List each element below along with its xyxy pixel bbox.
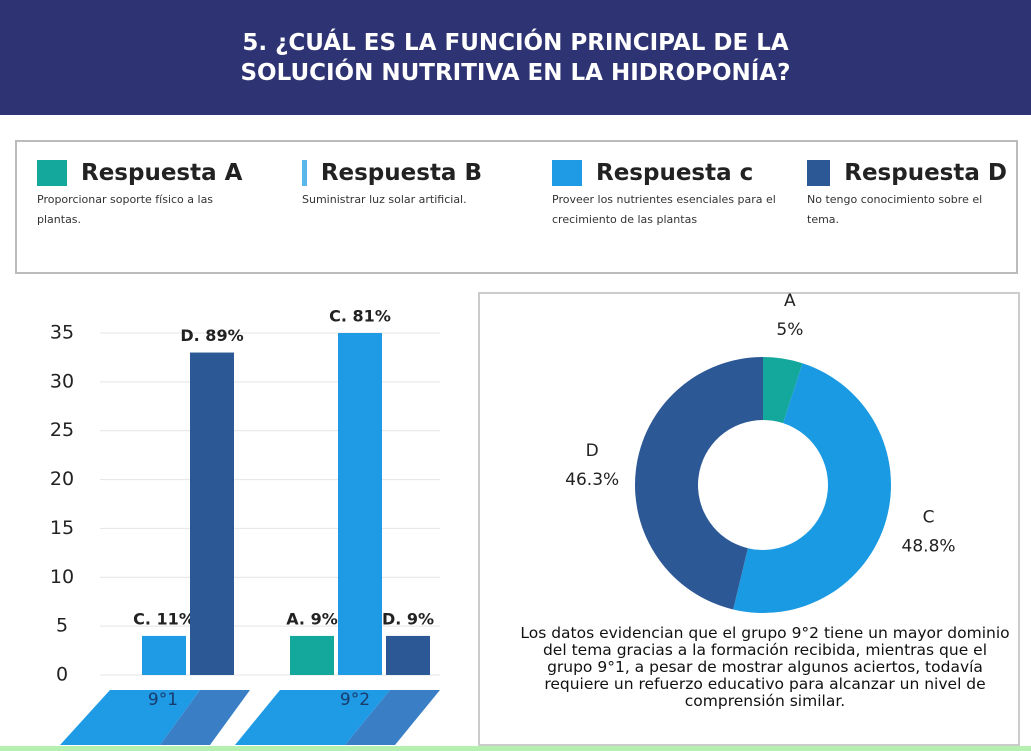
bar-label: D. 89% — [180, 326, 243, 345]
y-tick-label: 10 — [50, 566, 74, 588]
bar-label: C. 81% — [329, 307, 391, 326]
y-tick-label: 15 — [50, 517, 74, 539]
y-tick-label: 30 — [50, 370, 74, 392]
slice-category: C — [923, 508, 935, 528]
y-tick-label: 20 — [50, 468, 74, 490]
legend-item: Respuesta A Proporcionar soporte físico a… — [37, 160, 257, 230]
legend-head: Respuesta c — [552, 160, 782, 186]
floor — [60, 690, 200, 745]
legend-swatch — [302, 160, 307, 186]
legend-description: Suministrar luz solar artificial. — [302, 193, 467, 206]
bar — [290, 635, 334, 675]
legend-head: Respuesta A — [37, 160, 257, 186]
legend-description: No tengo conocimiento sobre el tema. — [807, 193, 983, 226]
floor — [235, 690, 390, 745]
legend: Respuesta A Proporcionar soporte físico a… — [15, 140, 1018, 274]
y-tick-label: 5 — [56, 615, 68, 637]
x-tick-label: 9°1 — [148, 690, 178, 710]
bottom-line — [0, 746, 1031, 751]
y-tick-label: 35 — [50, 322, 74, 344]
header: 5. ¿CUÁL ES LA FUNCIÓN PRINCIPAL DE LA S… — [0, 0, 1031, 115]
caption: Los datos evidencian que el grupo 9°2 ti… — [520, 624, 1010, 710]
donut-slice — [635, 357, 763, 610]
legend-head: Respuesta B — [302, 160, 482, 186]
bar-label: C. 11% — [133, 609, 195, 628]
title: 5. ¿CUÁL ES LA FUNCIÓN PRINCIPAL DE LA S… — [240, 29, 791, 86]
slice-category: D — [586, 441, 599, 461]
donut-slice — [763, 357, 803, 424]
bar — [386, 635, 430, 675]
bar-label: D. 9% — [382, 609, 434, 628]
legend-label: Respuesta B — [320, 160, 482, 186]
legend-label: Respuesta A — [81, 160, 243, 186]
slice-value-label: 5% — [776, 320, 803, 340]
slice-value-label: 48.8% — [902, 537, 956, 557]
legend-swatch — [807, 160, 831, 186]
legend-swatch — [552, 160, 582, 186]
bar — [142, 635, 186, 675]
slice-value-label: 46.3% — [565, 470, 619, 490]
floor — [160, 690, 250, 745]
bar-label: A. 9% — [286, 609, 338, 628]
legend-head: Respuesta D — [807, 160, 1007, 186]
x-tick-label: 9°2 — [340, 690, 370, 710]
y-tick-label: 25 — [50, 419, 74, 441]
legend-item: Respuesta B Suministrar luz solar artific… — [302, 160, 482, 210]
slice-category: A — [784, 291, 796, 311]
floor — [345, 690, 440, 745]
legend-item: Respuesta D No tengo conocimiento sobre e… — [807, 160, 1007, 230]
legend-swatch — [37, 160, 67, 186]
donut-panel — [478, 292, 1020, 746]
y-tick-label: 0 — [56, 664, 68, 686]
legend-label: Respuesta c — [596, 160, 754, 186]
legend-item: Respuesta c Proveer los nutrientes esenci… — [552, 160, 782, 230]
donut-slice — [733, 363, 892, 614]
bar — [338, 333, 382, 675]
bar — [190, 352, 234, 675]
legend-description: Proveer los nutrientes esenciales para e… — [552, 193, 776, 226]
legend-description: Proporcionar soporte físico a las planta… — [37, 193, 214, 226]
legend-label: Respuesta D — [844, 160, 1007, 186]
